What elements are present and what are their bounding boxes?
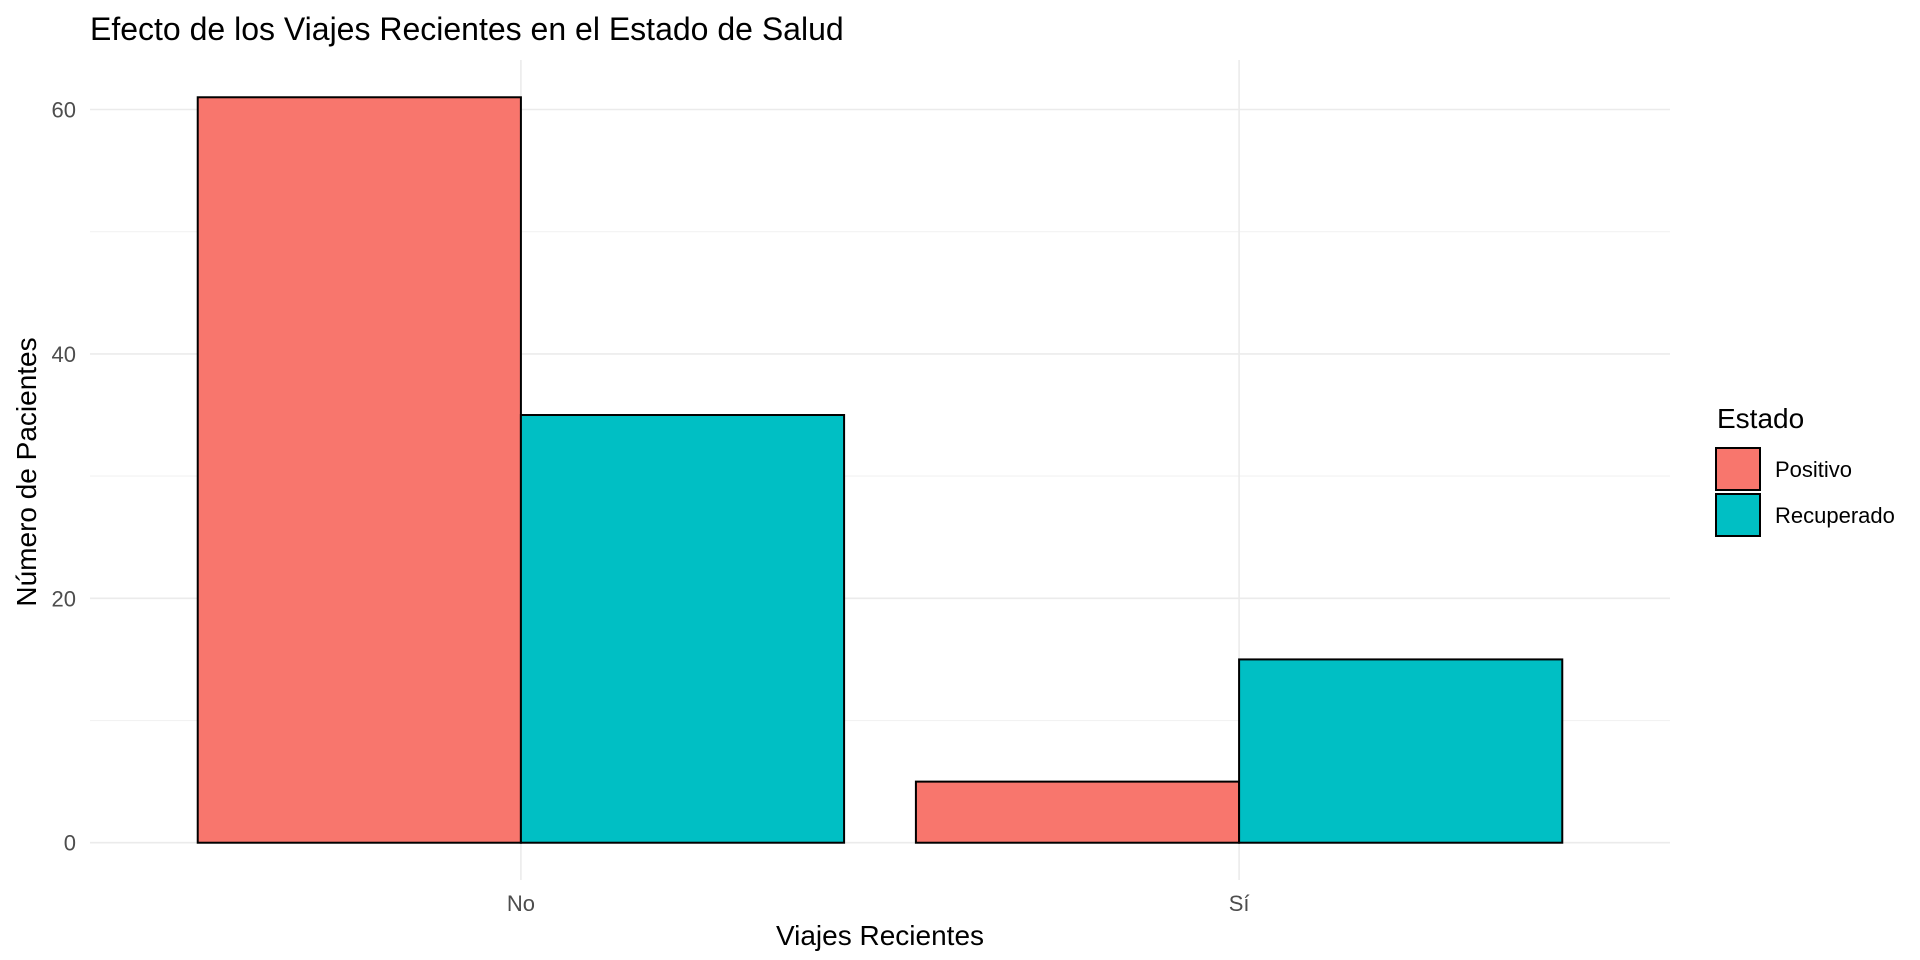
axes: 0 20 40 60 No Sí <box>52 97 1250 916</box>
legend-title: Estado <box>1717 403 1804 434</box>
y-tick-label: 20 <box>52 586 76 611</box>
legend-key-recuperado <box>1715 493 1761 537</box>
bar-recuperado-sí <box>1238 658 1564 844</box>
y-axis-title: Número de Pacientes <box>11 337 42 606</box>
legend-key-positivo <box>1715 447 1761 491</box>
legend: Estado Positivo Recuperado <box>1715 403 1895 537</box>
x-tick-label: No <box>507 891 535 916</box>
y-tick-label: 60 <box>52 97 76 122</box>
x-tick-label: Sí <box>1229 891 1250 916</box>
y-tick-label: 40 <box>52 342 76 367</box>
bars <box>196 96 1564 844</box>
bar-recuperado-no <box>519 414 846 844</box>
chart-title: Efecto de los Viajes Recientes en el Est… <box>90 11 844 47</box>
legend-label-positivo: Positivo <box>1775 457 1852 482</box>
legend-label-recuperado: Recuperado <box>1775 503 1895 528</box>
y-tick-label: 0 <box>64 831 76 856</box>
x-axis-title: Viajes Recientes <box>776 920 984 951</box>
bar-positivo-sí <box>914 780 1241 844</box>
bar-positivo-no <box>196 96 522 844</box>
